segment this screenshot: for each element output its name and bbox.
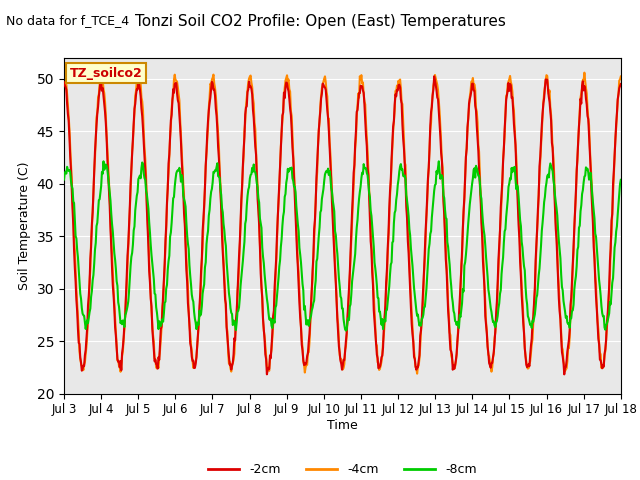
X-axis label: Time: Time — [327, 419, 358, 432]
Y-axis label: Soil Temperature (C): Soil Temperature (C) — [18, 161, 31, 290]
Text: Tonzi Soil CO2 Profile: Open (East) Temperatures: Tonzi Soil CO2 Profile: Open (East) Temp… — [134, 14, 506, 29]
Text: No data for f_TCE_4: No data for f_TCE_4 — [6, 14, 129, 27]
Text: TZ_soilco2: TZ_soilco2 — [70, 67, 142, 80]
Legend: -2cm, -4cm, -8cm: -2cm, -4cm, -8cm — [204, 458, 481, 480]
